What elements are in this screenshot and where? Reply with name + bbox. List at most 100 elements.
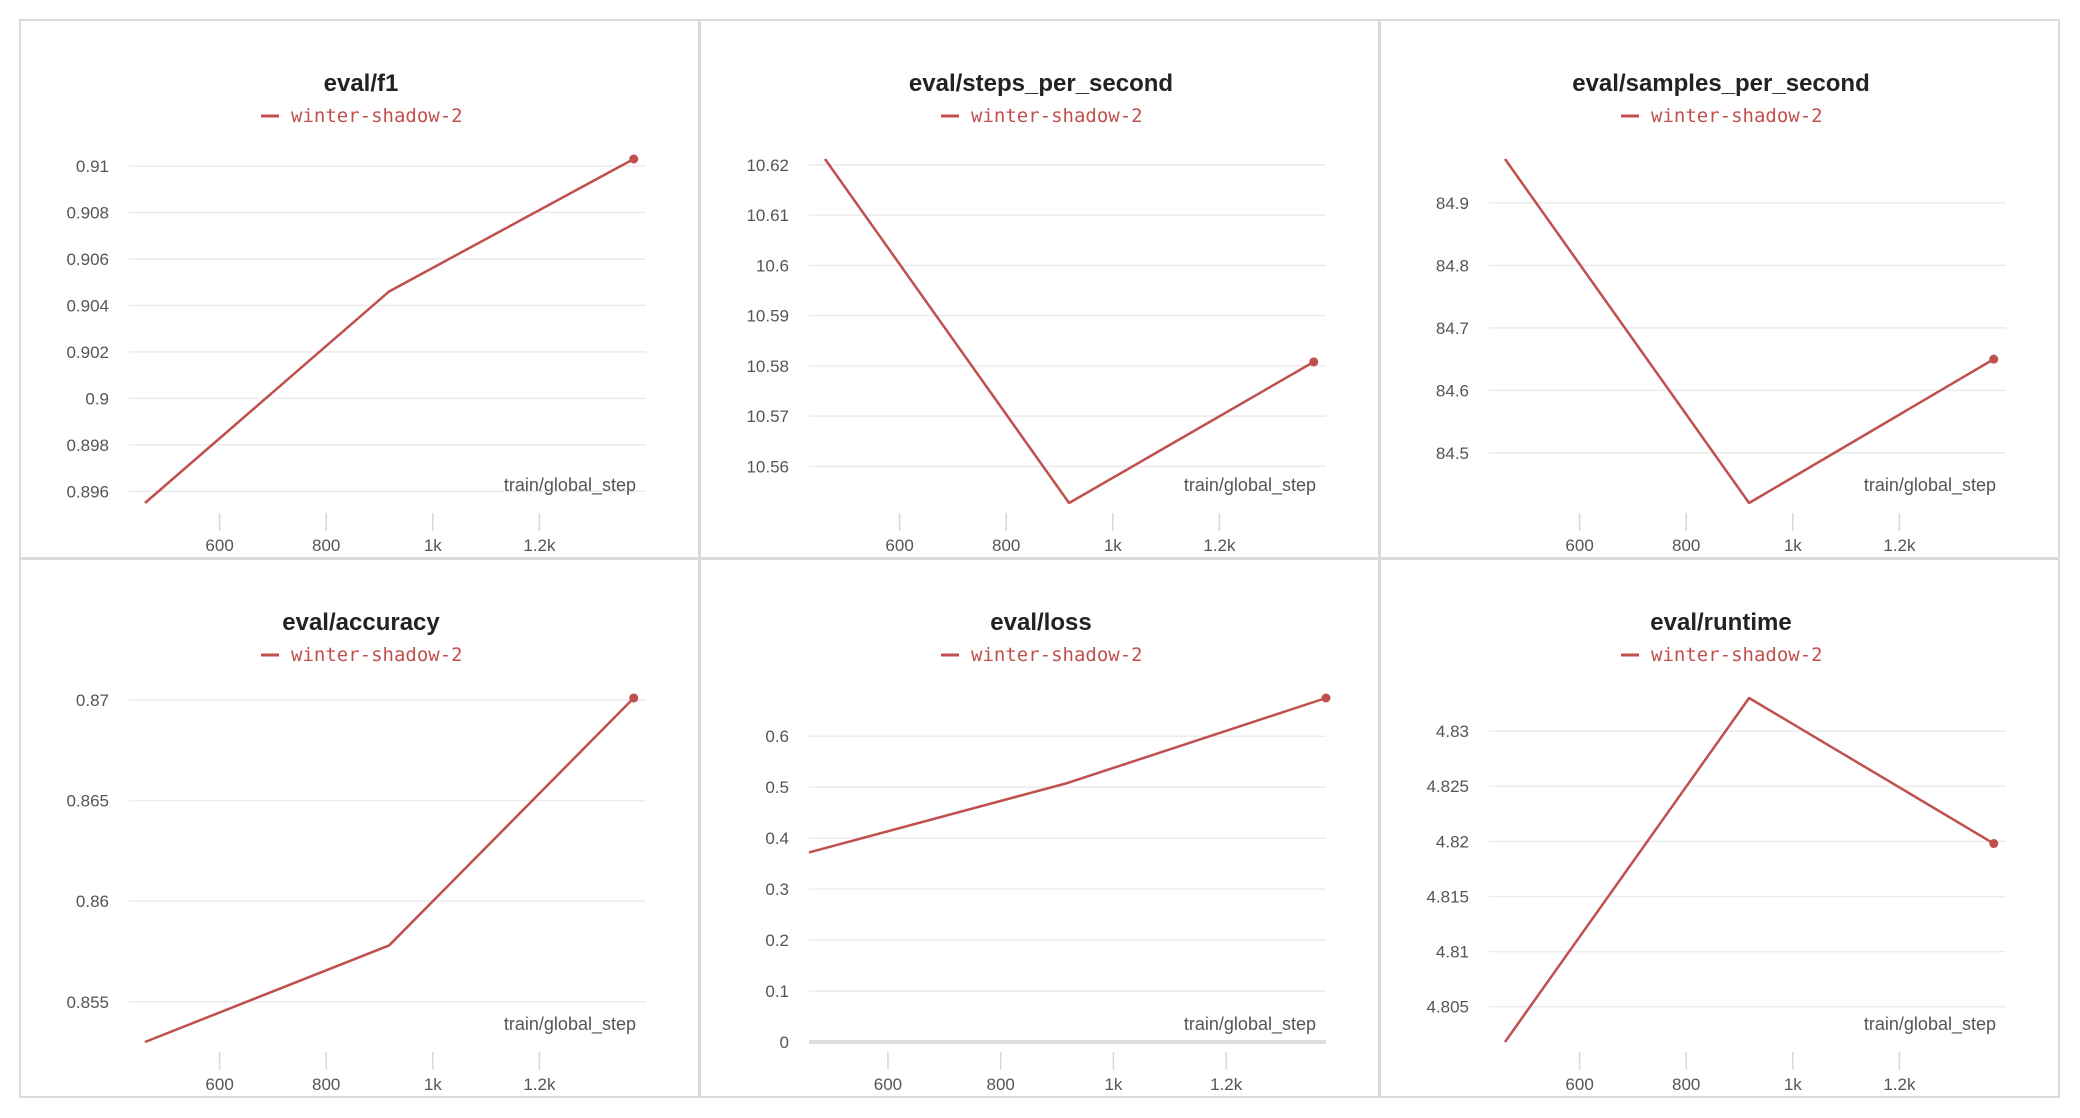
x-axis-label: train/global_step: [1184, 475, 1316, 496]
legend[interactable]: winter-shadow-2: [941, 105, 1143, 127]
x-tick-label: 1.2k: [523, 1075, 556, 1094]
y-tick-label: 10.62: [746, 156, 789, 175]
line-chart: eval/samples_per_second winter-shadow-2 84…: [1436, 70, 2006, 555]
y-tick-label: 4.805: [1426, 998, 1469, 1017]
y-tick-label: 0.2: [765, 931, 789, 950]
x-axis-label: train/global_step: [1864, 1014, 1996, 1035]
x-axis-label: train/global_step: [1864, 475, 1996, 496]
y-tick-label: 84.9: [1436, 194, 1469, 213]
x-tick-label: 1k: [1104, 536, 1122, 555]
x-tick-label: 1.2k: [1203, 536, 1236, 555]
x-tick-label: 1.2k: [523, 536, 556, 555]
x-tick-label: 600: [205, 536, 233, 555]
x-tick-label: 800: [987, 1075, 1015, 1094]
x-tick-label: 1k: [1104, 1075, 1122, 1094]
legend-label: winter-shadow-2: [1651, 644, 1823, 666]
y-tick-label: 0.86: [76, 892, 109, 911]
y-tick-label: 4.825: [1426, 777, 1469, 796]
legend[interactable]: winter-shadow-2: [1621, 105, 1823, 127]
line-chart: eval/loss winter-shadow-2 0 0.1 0.2 0.3 0.4 0.5…: [765, 609, 1331, 1094]
y-tick-label: 84.6: [1436, 381, 1469, 400]
y-tick-label: 10.59: [746, 307, 789, 326]
y-tick-label: 4.815: [1426, 887, 1469, 906]
y-tick-label: 0.5: [765, 778, 789, 797]
y-tick-label: 0.906: [66, 250, 109, 269]
x-tick-label: 600: [1565, 536, 1593, 555]
chart-panel[interactable]: eval/loss winter-shadow-2 0 0.1 0.2 0.3 0.4 0.5…: [699, 558, 1380, 1098]
chart-panel[interactable]: eval/accuracy winter-shadow-2 0.855 0.86 0.8…: [19, 558, 700, 1098]
series-end-point[interactable]: [1321, 693, 1331, 703]
y-tick-label: 0.904: [66, 296, 109, 315]
y-tick-label: 0.87: [76, 691, 109, 710]
x-tick-label: 1k: [424, 1075, 442, 1094]
series-line[interactable]: [1503, 158, 1995, 505]
x-tick-label: 600: [874, 1075, 902, 1094]
y-tick-label: 0.865: [66, 792, 109, 811]
legend[interactable]: winter-shadow-2: [261, 644, 463, 666]
y-tick-label: 84.8: [1436, 256, 1469, 275]
line-chart: eval/accuracy winter-shadow-2 0.855 0.86 0.8…: [66, 609, 646, 1094]
series-end-point[interactable]: [1309, 357, 1319, 367]
x-axis-label: train/global_step: [504, 475, 636, 496]
x-tick-label: 600: [885, 536, 913, 555]
x-tick-label: 1k: [1784, 1075, 1802, 1094]
y-tick-label: 0.6: [765, 727, 789, 746]
legend-label: winter-shadow-2: [1651, 105, 1823, 127]
legend[interactable]: winter-shadow-2: [1621, 644, 1823, 666]
legend-label: winter-shadow-2: [291, 644, 463, 666]
x-tick-label: 1.2k: [1210, 1075, 1243, 1094]
chart-title: eval/loss: [990, 609, 1091, 636]
y-tick-label: 0.4: [765, 829, 789, 848]
y-tick-label: 0.9: [85, 389, 109, 408]
y-tick-label: 10.6: [756, 256, 789, 275]
legend[interactable]: winter-shadow-2: [941, 644, 1143, 666]
x-tick-label: 600: [1565, 1075, 1593, 1094]
y-tick-label: 0.898: [66, 436, 109, 455]
series-end-point[interactable]: [629, 693, 639, 703]
x-tick-label: 600: [205, 1075, 233, 1094]
series-end-point[interactable]: [1989, 839, 1999, 849]
chart-title: eval/samples_per_second: [1572, 70, 1870, 97]
x-tick-label: 800: [1672, 1075, 1700, 1094]
y-tick-label: 0: [780, 1033, 789, 1052]
y-tick-label: 4.82: [1436, 832, 1469, 851]
chart-panel[interactable]: eval/samples_per_second winter-shadow-2 84…: [1379, 19, 2060, 559]
y-tick-label: 4.81: [1436, 943, 1469, 962]
series-end-point[interactable]: [1989, 354, 1999, 364]
chart-title: eval/f1: [324, 70, 399, 97]
series-line[interactable]: [1503, 696, 1995, 1043]
x-axis-label: train/global_step: [1184, 1014, 1316, 1035]
y-tick-label: 0.908: [66, 203, 109, 222]
y-tick-label: 0.91: [76, 157, 109, 176]
x-axis-label: train/global_step: [504, 1014, 636, 1035]
chart-panel[interactable]: eval/steps_per_second winter-shadow-2 10.5…: [699, 19, 1380, 559]
legend-label: winter-shadow-2: [971, 644, 1143, 666]
series-line[interactable]: [823, 158, 1315, 505]
line-chart: eval/runtime winter-shadow-2 4.805 4.81 4.81…: [1426, 609, 2006, 1094]
y-tick-label: 84.7: [1436, 319, 1469, 338]
chart-panel[interactable]: eval/f1 winter-shadow-2 0.896 0.898 0.9 0.902…: [19, 19, 700, 559]
y-tick-label: 4.83: [1436, 722, 1469, 741]
y-tick-label: 10.61: [746, 206, 789, 225]
x-tick-label: 1k: [1784, 536, 1802, 555]
y-tick-label: 10.58: [746, 357, 789, 376]
line-chart: eval/steps_per_second winter-shadow-2 10.5…: [746, 70, 1326, 555]
y-tick-label: 0.855: [66, 993, 109, 1012]
chart-title: eval/steps_per_second: [909, 70, 1173, 97]
charts-grid: eval/f1 winter-shadow-2 0.896 0.898 0.9 0.902…: [19, 19, 2060, 1098]
x-tick-label: 800: [1672, 536, 1700, 555]
series-line[interactable]: [144, 697, 635, 1044]
line-chart: eval/f1 winter-shadow-2 0.896 0.898 0.9 0.902…: [66, 70, 646, 555]
chart-panel[interactable]: eval/runtime winter-shadow-2 4.805 4.81 4.81…: [1379, 558, 2060, 1098]
x-tick-label: 1.2k: [1883, 1075, 1916, 1094]
chart-title: eval/runtime: [1650, 609, 1791, 636]
legend-label: winter-shadow-2: [291, 105, 463, 127]
y-tick-label: 0.896: [66, 482, 109, 501]
series-end-point[interactable]: [629, 154, 639, 164]
series-line[interactable]: [144, 157, 635, 504]
series-line[interactable]: [808, 696, 1327, 854]
x-tick-label: 800: [312, 1075, 340, 1094]
y-tick-label: 0.902: [66, 343, 109, 362]
y-tick-label: 0.3: [765, 880, 789, 899]
legend[interactable]: winter-shadow-2: [261, 105, 463, 127]
